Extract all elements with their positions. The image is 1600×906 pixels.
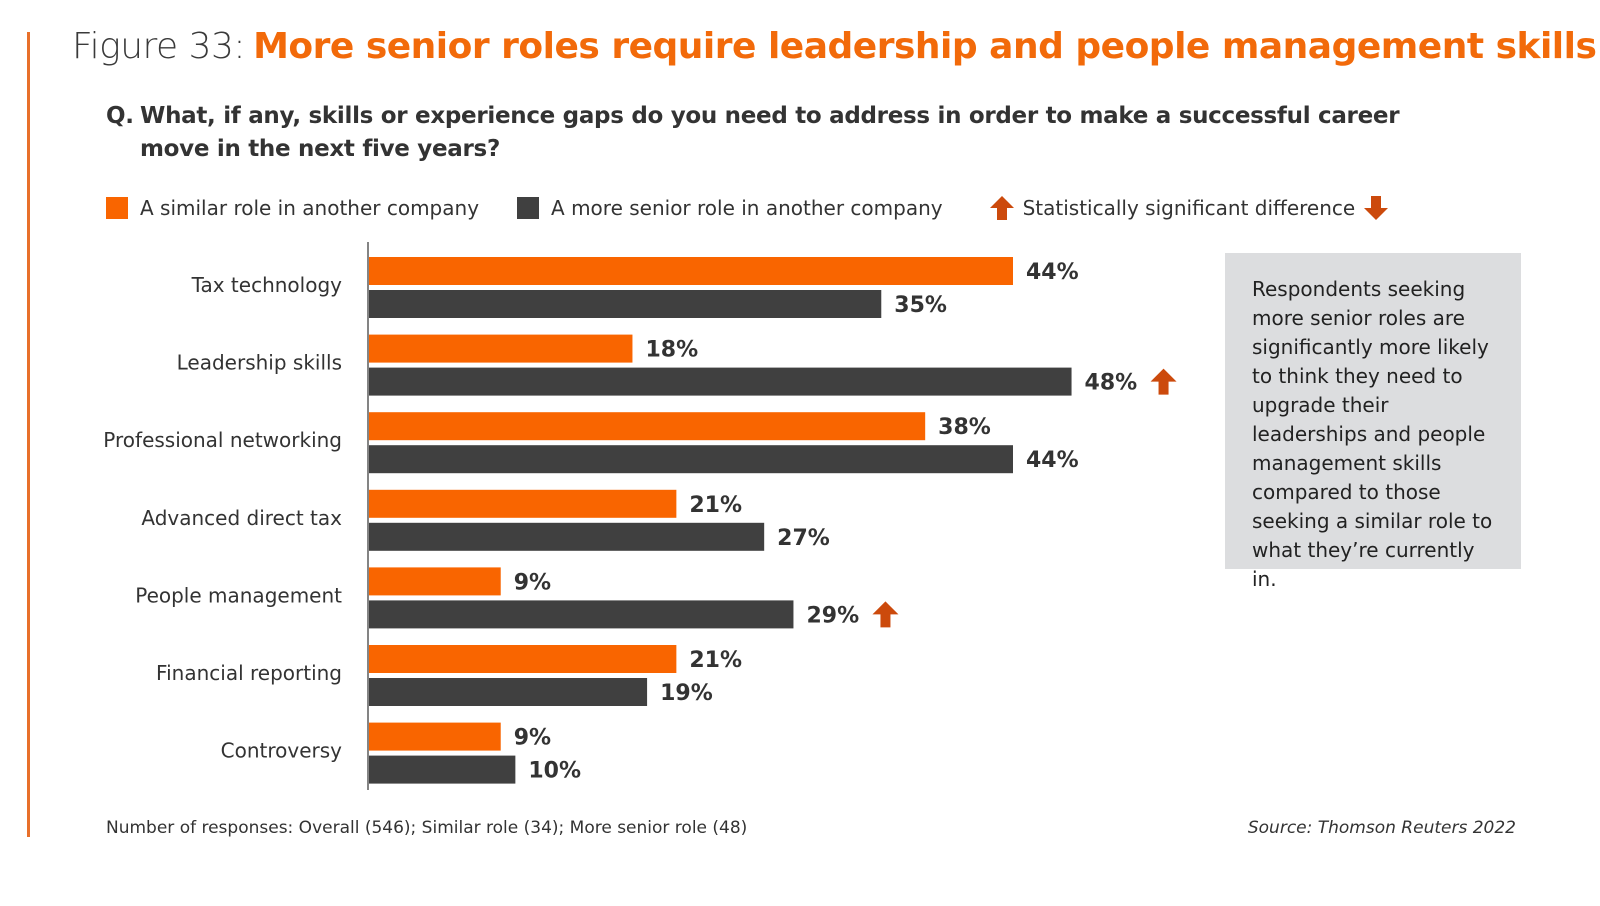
- survey-question: Q. What, if any, skills or experience ga…: [106, 100, 1466, 166]
- data-label-people-management-senior-role: 29%: [806, 603, 859, 628]
- bar-advanced-direct-tax-senior-role: [369, 522, 765, 551]
- legend: A similar role in another company A more…: [106, 194, 1397, 222]
- legend-item-senior-role: A more senior role in another company: [517, 196, 943, 220]
- bar-leadership-skills-similar-role: [369, 334, 633, 363]
- category-label-financial-reporting: Financial reporting: [156, 661, 342, 685]
- legend-item-significance: Statistically significant difference: [981, 195, 1398, 221]
- data-label-financial-reporting-senior-role: 19%: [660, 681, 713, 706]
- data-label-tax-technology-similar-role: 44%: [1026, 260, 1079, 285]
- question-text: What, if any, skills or experience gaps …: [140, 103, 1400, 162]
- bar-people-management-similar-role: [369, 567, 501, 596]
- data-label-financial-reporting-similar-role: 21%: [689, 648, 742, 673]
- source-note: Source: Thomson Reuters 2022: [1247, 818, 1516, 838]
- category-label-professional-networking: Professional networking: [103, 428, 342, 452]
- bar-controversy-senior-role: [369, 755, 516, 784]
- arrow-up-icon: [989, 196, 1014, 220]
- significance-arrow-up-icon: [872, 601, 899, 628]
- headline: More senior roles require leadership and…: [253, 26, 1597, 67]
- figure-title: Figure 33: More senior roles require lead…: [72, 26, 1597, 67]
- category-label-people-management: People management: [135, 583, 342, 607]
- bar-financial-reporting-senior-role: [369, 678, 648, 706]
- accent-rule: [27, 32, 30, 837]
- category-label-tax-technology: Tax technology: [191, 273, 343, 297]
- bar-professional-networking-senior-role: [369, 445, 1013, 474]
- bar-financial-reporting-similar-role: [369, 645, 677, 673]
- data-label-leadership-skills-similar-role: 18%: [645, 338, 698, 363]
- data-label-controversy-similar-role: 9%: [514, 726, 551, 751]
- question-prefix: Q.: [106, 103, 134, 129]
- arrow-down-icon: [1364, 196, 1389, 220]
- bar-tax-technology-similar-role: [369, 257, 1013, 285]
- category-label-leadership-skills: Leadership skills: [177, 351, 342, 375]
- figure-label: Figure 33:: [72, 26, 246, 67]
- legend-label-significance: Statistically significant difference: [1022, 196, 1356, 220]
- bar-tax-technology-senior-role: [369, 290, 882, 318]
- responses-note: Number of responses: Overall (546); Simi…: [106, 818, 748, 838]
- bar-controversy-similar-role: [369, 722, 501, 751]
- data-label-leadership-skills-senior-role: 48%: [1085, 371, 1138, 396]
- data-label-controversy-senior-role: 10%: [528, 759, 581, 784]
- category-label-controversy: Controversy: [221, 739, 343, 763]
- data-label-people-management-similar-role: 9%: [514, 570, 551, 595]
- data-label-professional-networking-senior-role: 44%: [1026, 448, 1079, 473]
- data-label-tax-technology-senior-role: 35%: [894, 293, 947, 318]
- legend-swatch-senior-role: [517, 197, 540, 219]
- category-label-advanced-direct-tax: Advanced direct tax: [141, 506, 342, 530]
- legend-label-senior-role: A more senior role in another company: [551, 196, 943, 220]
- bar-leadership-skills-senior-role: [369, 367, 1072, 396]
- callout-box: Respondents seeking more senior roles ar…: [1225, 253, 1521, 591]
- data-label-advanced-direct-tax-senior-role: 27%: [777, 526, 830, 551]
- data-label-advanced-direct-tax-similar-role: 21%: [689, 493, 742, 518]
- legend-swatch-similar-role: [106, 197, 128, 219]
- bar-professional-networking-similar-role: [369, 412, 926, 441]
- legend-label-similar-role: A similar role in another company: [140, 196, 480, 220]
- bar-people-management-senior-role: [369, 600, 794, 629]
- legend-item-similar-role: A similar role in another company: [106, 196, 479, 220]
- callout-text: Respondents seeking more senior roles ar…: [1252, 277, 1493, 591]
- data-label-professional-networking-similar-role: 38%: [938, 415, 991, 440]
- significance-arrow-up-icon: [1150, 368, 1177, 395]
- bar-advanced-direct-tax-similar-role: [369, 489, 677, 518]
